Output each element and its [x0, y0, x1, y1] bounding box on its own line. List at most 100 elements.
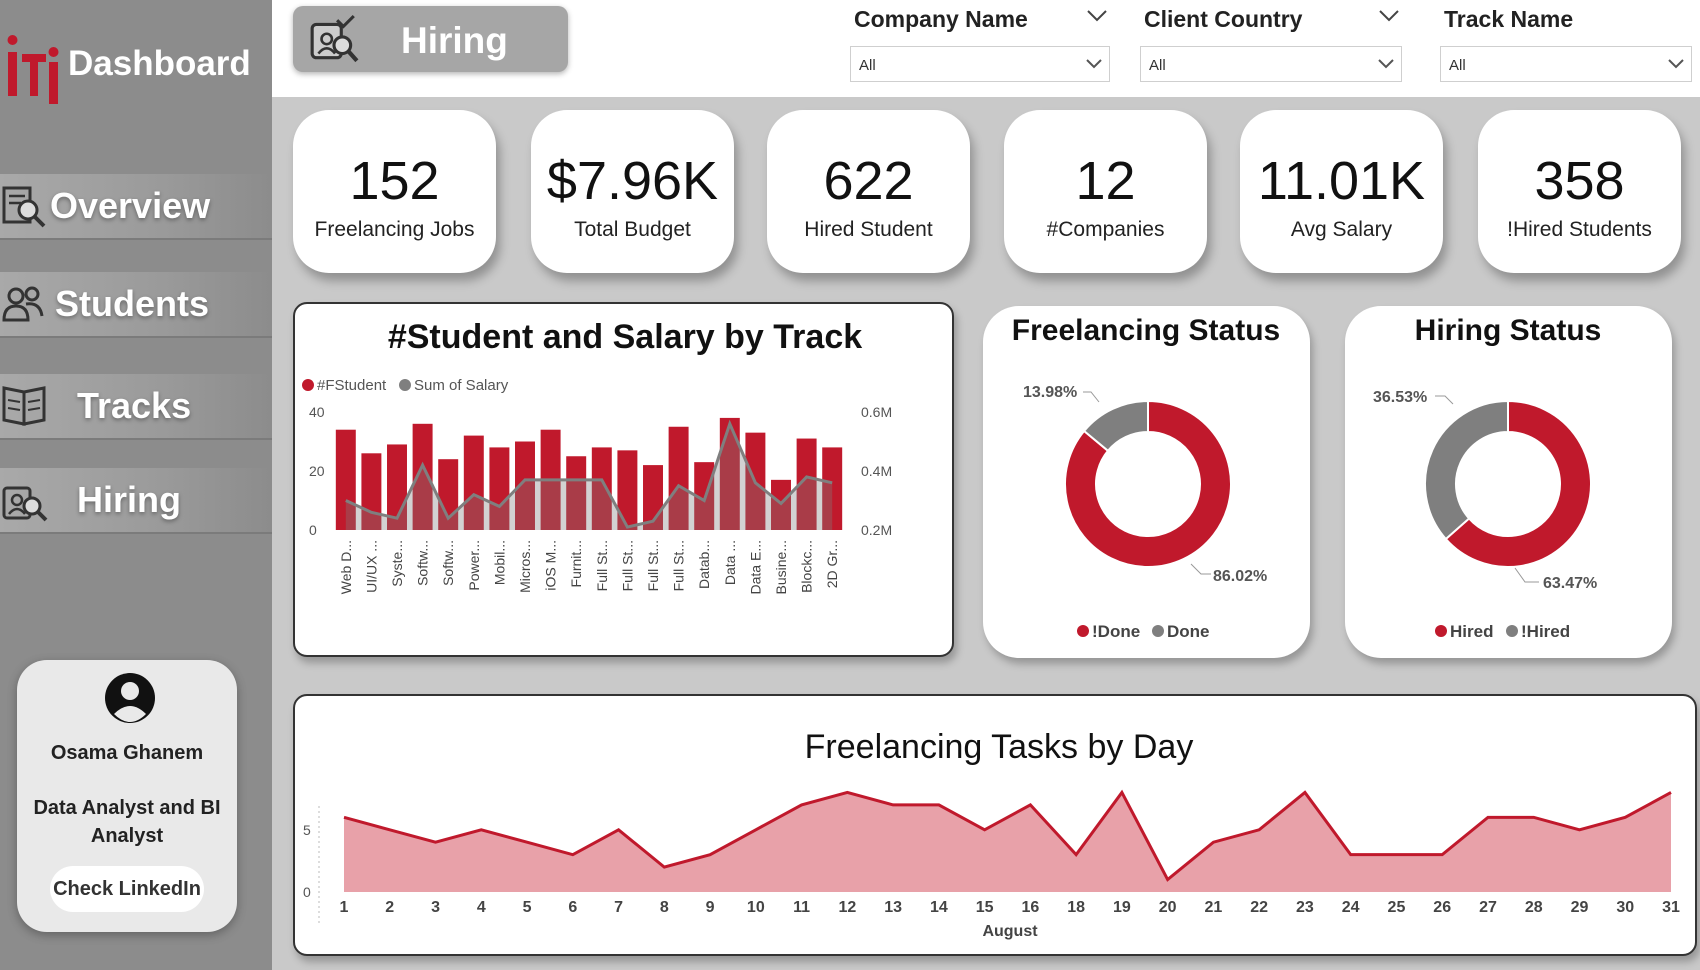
bar-fstudent: [566, 456, 587, 530]
sidebar-item-hiring[interactable]: Hiring: [0, 468, 272, 534]
x-tick: 5: [523, 899, 532, 916]
company-name-select[interactable]: All: [850, 46, 1110, 82]
profile-title: Data Analyst and BI Analyst: [33, 797, 221, 847]
legend-marker-hired: [1435, 625, 1447, 637]
legend-marker-nothired: [1506, 625, 1518, 637]
book-icon: [2, 386, 46, 426]
x-tick: 20: [1159, 899, 1177, 916]
donut-slice: [1064, 399, 1232, 568]
salary-area: [345, 423, 833, 530]
x-tick: 27: [1479, 899, 1497, 916]
tasks-line: [343, 789, 1672, 882]
kpi-card: 152 Freelancing Jobs: [293, 110, 496, 273]
track-chart-panel: #Student and Salary by Track #FStudent S…: [293, 302, 954, 657]
x-tick: 1: [340, 899, 349, 916]
hiring-status-donut: Hiring Status 63.47% 36.53% Hired !Hired: [1373, 314, 1602, 641]
x-tick: 22: [1250, 899, 1268, 916]
x-tick: 12: [838, 899, 856, 916]
donut-data-label: 36.53%: [1373, 389, 1427, 406]
legend-label: Hired: [1450, 622, 1493, 641]
overview-search-icon: [2, 186, 46, 228]
iti-logo-icon: [7, 35, 59, 104]
sidebar-item-tracks[interactable]: Tracks: [0, 374, 272, 440]
y-tick-left: 0: [309, 522, 317, 538]
x-tick: 11: [793, 899, 810, 916]
filter-label: Client Country: [1144, 6, 1303, 32]
legend-label: Sum of Salary: [414, 377, 509, 394]
x-tick: 18: [1067, 899, 1085, 916]
x-axis-label: August: [982, 923, 1038, 940]
filter-company-name: Company Name All: [850, 0, 1110, 84]
linkedin-button[interactable]: Check LinkedIn: [50, 866, 204, 912]
y-tick: 0: [303, 884, 311, 900]
track-name-select[interactable]: All: [1440, 46, 1692, 82]
x-tick: Mobil...: [491, 540, 507, 585]
label-leader: [1083, 391, 1100, 403]
hiring-status-panel: Hiring Status 63.47% 36.53% Hired !Hired: [1345, 306, 1672, 658]
salary-line: [345, 419, 833, 529]
x-tick: 8: [660, 899, 669, 916]
client-country-select[interactable]: All: [1140, 46, 1402, 82]
sidebar-item-label: Students: [55, 283, 210, 324]
x-tick: Furnit...: [568, 540, 584, 587]
bar-fstudent: [796, 438, 817, 530]
sidebar-item-overview[interactable]: Overview: [0, 174, 272, 240]
kpi-label: Hired Student: [804, 218, 933, 241]
label-leader: [1435, 395, 1454, 405]
x-tick: Full St...: [594, 540, 610, 591]
x-tick: Datab...: [696, 540, 712, 589]
students-icon: [2, 286, 44, 322]
kpi-value: $7.96K: [546, 151, 719, 211]
x-tick: Web D...: [338, 540, 354, 594]
chart-title: #Student and Salary by Track: [388, 318, 862, 356]
chart-title: Hiring Status: [1415, 314, 1602, 347]
chevron-down-icon[interactable]: [1378, 6, 1400, 26]
y-tick-left: 40: [309, 404, 325, 420]
x-tick: Full St...: [671, 540, 687, 591]
x-tick: 24: [1342, 899, 1360, 916]
chart-title: Freelancing Status: [1012, 314, 1280, 347]
sidebar-item-students[interactable]: Students: [0, 272, 272, 338]
chevron-down-icon[interactable]: [1086, 6, 1108, 26]
x-tick: 29: [1571, 899, 1589, 916]
donut-slice: [1444, 399, 1592, 568]
kpi-label: !Hired Students: [1507, 218, 1652, 241]
bar-fstudent: [617, 450, 638, 530]
x-tick: Softw...: [440, 540, 456, 586]
y-tick-right: 0.4M: [861, 463, 892, 479]
filter-label: Company Name: [854, 6, 1028, 32]
tasks-area: [344, 792, 1671, 892]
donut-slice: [1082, 399, 1149, 453]
bar-fstudent: [719, 417, 740, 530]
x-tick: 3: [431, 899, 440, 916]
legend-label: Done: [1167, 622, 1210, 641]
chart-title: Freelancing Tasks by Day: [805, 728, 1194, 766]
kpi-label: Total Budget: [574, 218, 691, 241]
kpi-value: 12: [1075, 151, 1136, 211]
y-tick: 5: [303, 822, 311, 838]
bar-fstudent: [822, 447, 843, 530]
header: Hiring Company Name All Client Country A…: [272, 0, 1700, 97]
x-tick: 26: [1433, 899, 1451, 916]
x-tick: 9: [706, 899, 715, 916]
x-tick: Power...: [466, 540, 482, 591]
x-tick: 2D Gr...: [824, 540, 840, 588]
kpi-value: 622: [823, 151, 914, 211]
filter-value: All: [1449, 57, 1466, 74]
x-tick: 28: [1525, 899, 1543, 916]
hiring-icon: [310, 14, 359, 63]
filter-value: All: [859, 57, 876, 74]
x-tick: 23: [1296, 899, 1314, 916]
donut-data-label: 13.98%: [1023, 384, 1077, 401]
legend-label: !Hired: [1521, 622, 1570, 641]
page-title: Hiring: [401, 20, 508, 61]
label-leader: [1190, 563, 1211, 575]
tasks-area-chart: Freelancing Tasks by Day 051 2 3 4 5 6 7 8 9 10 11…: [303, 728, 1680, 940]
kpi-card: 12 #Companies: [1004, 110, 1207, 273]
kpi-value: 11.01K: [1257, 151, 1426, 211]
x-tick: 31: [1662, 899, 1680, 916]
tasks-by-day-panel: Freelancing Tasks by Day 0 5 1 2 3 4 5 6 7 8 9 10 11…: [293, 694, 1697, 956]
hiring-icon: [2, 486, 48, 522]
kpi-label: #Companies: [1046, 218, 1165, 241]
donut-slice: [1424, 399, 1509, 541]
